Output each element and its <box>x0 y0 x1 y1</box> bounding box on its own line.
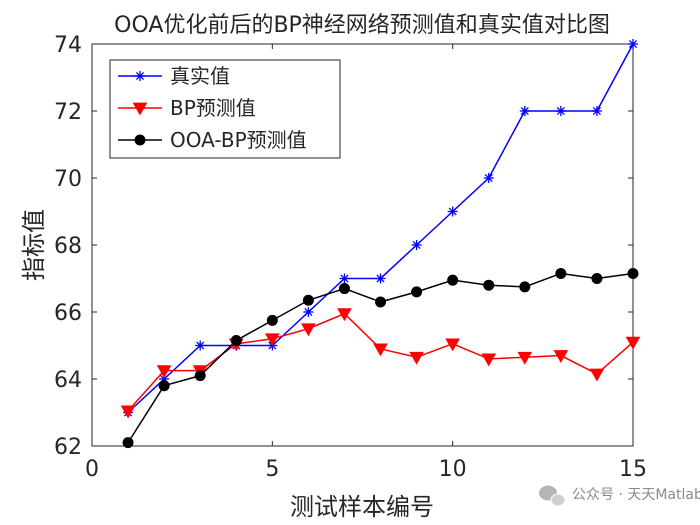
data-point-0-8 <box>411 240 422 250</box>
data-point-2-10 <box>483 279 495 291</box>
data-point-2-7 <box>375 296 387 308</box>
series-markers <box>120 39 641 449</box>
y-tick-label: 72 <box>54 100 82 125</box>
y-tick-label: 66 <box>54 301 82 326</box>
data-point-0-9 <box>447 206 458 217</box>
legend-label-1: BP预测值 <box>170 96 256 120</box>
y-axis-label: 指标值 <box>20 209 48 281</box>
y-tick-label: 62 <box>54 435 82 460</box>
data-point-1-1 <box>156 365 172 379</box>
legend-marker-2 <box>134 134 146 146</box>
data-point-1-14 <box>625 336 641 350</box>
data-point-1-11 <box>517 351 533 365</box>
watermark-text: 公众号 · 天天Matlab <box>572 487 700 503</box>
data-point-2-2 <box>194 370 206 382</box>
data-point-2-0 <box>122 437 134 449</box>
x-tick-label: 5 <box>265 457 279 482</box>
data-point-2-13 <box>591 273 603 284</box>
data-point-2-5 <box>302 294 314 306</box>
data-point-1-6 <box>337 308 352 322</box>
data-point-1-7 <box>373 343 388 357</box>
legend-items: 真实值 BP预测值 OOA-BP预测值 <box>118 64 307 152</box>
data-point-0-7 <box>375 273 386 284</box>
data-point-0-5 <box>303 307 314 317</box>
data-point-1-0 <box>120 405 136 419</box>
y-tick-label: 70 <box>54 167 82 192</box>
data-point-2-3 <box>230 334 242 346</box>
x-tick-label: 10 <box>439 457 467 482</box>
data-point-0-6 <box>339 273 350 284</box>
legend-marker-1 <box>132 102 148 116</box>
y-tick-label: 64 <box>54 368 82 393</box>
x-tick-label: 0 <box>85 457 99 482</box>
data-point-0-13 <box>591 106 602 116</box>
legend: 真实值 BP预测值 OOA-BP预测值 <box>109 59 341 159</box>
data-point-1-8 <box>409 351 424 365</box>
data-point-0-11 <box>519 106 530 116</box>
data-point-0-12 <box>555 106 566 116</box>
data-point-0-10 <box>483 173 494 183</box>
wechat-icon <box>539 485 566 507</box>
data-point-2-9 <box>447 274 459 286</box>
legend-label-0: 真实值 <box>170 64 230 88</box>
data-point-2-1 <box>158 380 170 392</box>
data-point-1-12 <box>553 350 569 364</box>
data-point-2-8 <box>411 286 423 298</box>
data-point-1-9 <box>445 338 461 352</box>
data-point-1-10 <box>481 353 497 367</box>
legend-label-2: OOA-BP预测值 <box>170 128 307 152</box>
x-tick-label: 15 <box>619 457 647 482</box>
data-point-1-4 <box>264 333 280 347</box>
data-point-2-6 <box>338 283 350 295</box>
data-point-2-12 <box>555 267 567 279</box>
data-point-1-5 <box>301 323 316 337</box>
y-tick-label: 74 <box>54 33 82 58</box>
data-point-1-13 <box>589 368 605 382</box>
data-point-2-11 <box>519 281 531 293</box>
x-axis-label: 测试样本编号 <box>290 493 434 521</box>
data-point-0-14 <box>628 39 638 49</box>
data-point-0-2 <box>195 340 206 351</box>
watermark: 公众号 · 天天Matlab <box>539 485 700 507</box>
axis-ticks: 0 5 10 15 62 64 66 68 70 72 74 <box>54 33 647 482</box>
legend-marker-0 <box>135 71 145 81</box>
data-point-2-14 <box>627 267 639 279</box>
y-tick-label: 68 <box>54 234 82 259</box>
chart-title: OOA优化前后的BP神经网络预测值和真实值对比图 <box>114 13 610 38</box>
data-point-2-4 <box>266 314 278 326</box>
